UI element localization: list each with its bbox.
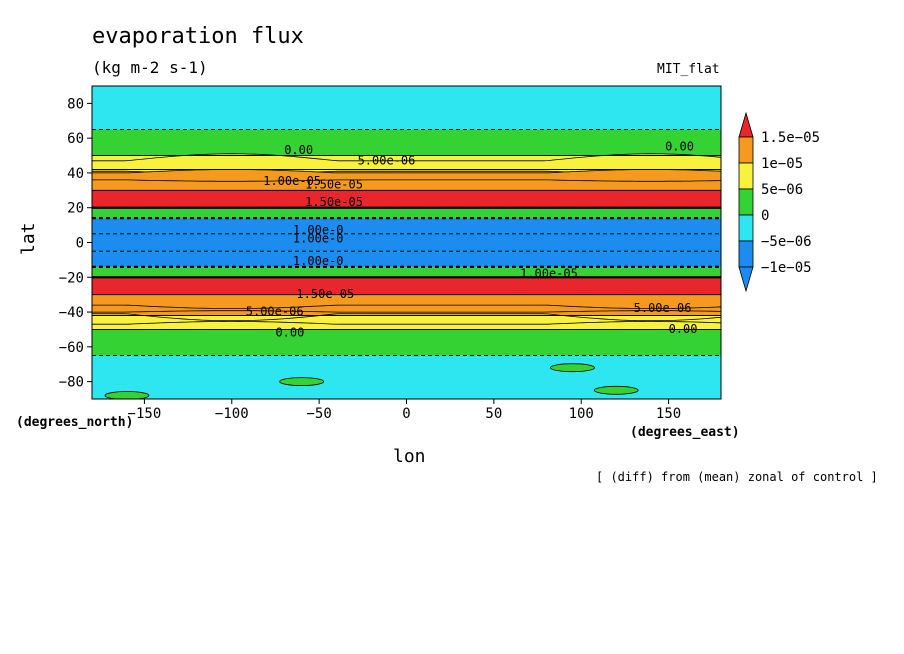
contour-label: 5.00e-06 [358, 153, 416, 167]
contour-label: 1.00e-05 [520, 266, 578, 280]
colorbar-label: 5e−06 [761, 182, 803, 198]
x-tick-label: 50 [485, 406, 502, 422]
y-tick-label: −20 [59, 270, 84, 286]
band-13 [92, 329, 721, 356]
colorbar-swatch [738, 136, 754, 164]
colorbar-label: 1.5e−05 [761, 130, 820, 146]
x-tick-label: −150 [128, 406, 162, 422]
y-tick-label: 60 [67, 131, 84, 147]
y-tick-label: −60 [59, 340, 84, 356]
south-orange-region [92, 304, 721, 313]
band-9 [92, 266, 721, 278]
y-units-label: (degrees_north) [16, 415, 134, 430]
x-tick-label: 0 [402, 406, 410, 422]
y-tick-label: 0 [76, 236, 84, 252]
contour-label: 5.00e-06 [634, 301, 692, 315]
band-5 [92, 207, 721, 219]
contour-label: 1.50e-05 [296, 287, 354, 301]
contour-label: 1.50e-05 [305, 195, 363, 209]
contour-label: 1.00e-05 [263, 174, 321, 188]
contour-label: 0.00 [665, 139, 694, 153]
footer-note: [ (diff) from (mean) zonal of control ] [596, 470, 878, 484]
y-tick-label: −80 [59, 375, 84, 391]
model-label: MIT_flat [657, 62, 720, 77]
band-4 [92, 190, 721, 208]
x-tick-label: −50 [306, 406, 331, 422]
north-orange-region [92, 169, 721, 182]
south-patch-1 [593, 385, 639, 395]
colorbar-swatch [738, 214, 754, 242]
contour-label: 1.00e-0 [293, 223, 344, 237]
band-7 [92, 233, 721, 252]
x-tick-label: 100 [569, 406, 594, 422]
y-axis-label: lat [18, 222, 39, 255]
colorbar-label: 0 [761, 208, 769, 224]
south-patch-2 [104, 391, 150, 399]
y-tick-label: 20 [67, 201, 84, 217]
y-tick-label: 40 [67, 166, 84, 182]
band-6 [92, 218, 721, 234]
colorbar-label: −5e−06 [761, 234, 812, 250]
y-tick-label: 80 [67, 96, 84, 112]
colorbar-swatch [738, 240, 754, 268]
contour-label: 1.50e-05 [305, 178, 363, 192]
band-0 [92, 86, 721, 130]
colorbar-label: −1e−05 [761, 260, 812, 276]
chart-subtitle: (kg m-2 s-1) [92, 58, 208, 77]
colorbar-label: 1e−05 [761, 156, 803, 172]
y-tick-label: −40 [59, 305, 84, 321]
x-units-label: (degrees_east) [630, 425, 740, 440]
contour-label: 1.00e-0 [293, 232, 344, 246]
colorbar-swatch [738, 188, 754, 216]
chart-title: evaporation flux [92, 24, 304, 49]
contour-label: 0.00 [284, 143, 313, 157]
band-8 [92, 251, 721, 267]
band-1 [92, 129, 721, 156]
x-tick-label: −100 [215, 406, 249, 422]
contour-label: 0.00 [275, 325, 304, 339]
colorbar-swatch [738, 162, 754, 190]
x-axis-label: lon [393, 446, 426, 467]
contour-label: 1.00e-0 [293, 254, 344, 268]
south-patch-3 [550, 363, 595, 373]
south-patch-0 [279, 377, 325, 387]
colorbar-bottom-arrow [738, 266, 754, 293]
contour-label: 5.00e-06 [246, 305, 304, 319]
contour-label: 0.00 [669, 322, 698, 336]
south-yellow-region [92, 313, 721, 325]
colorbar-top-arrow [738, 111, 754, 138]
x-tick-label: 150 [656, 406, 681, 422]
band-10 [92, 277, 721, 295]
